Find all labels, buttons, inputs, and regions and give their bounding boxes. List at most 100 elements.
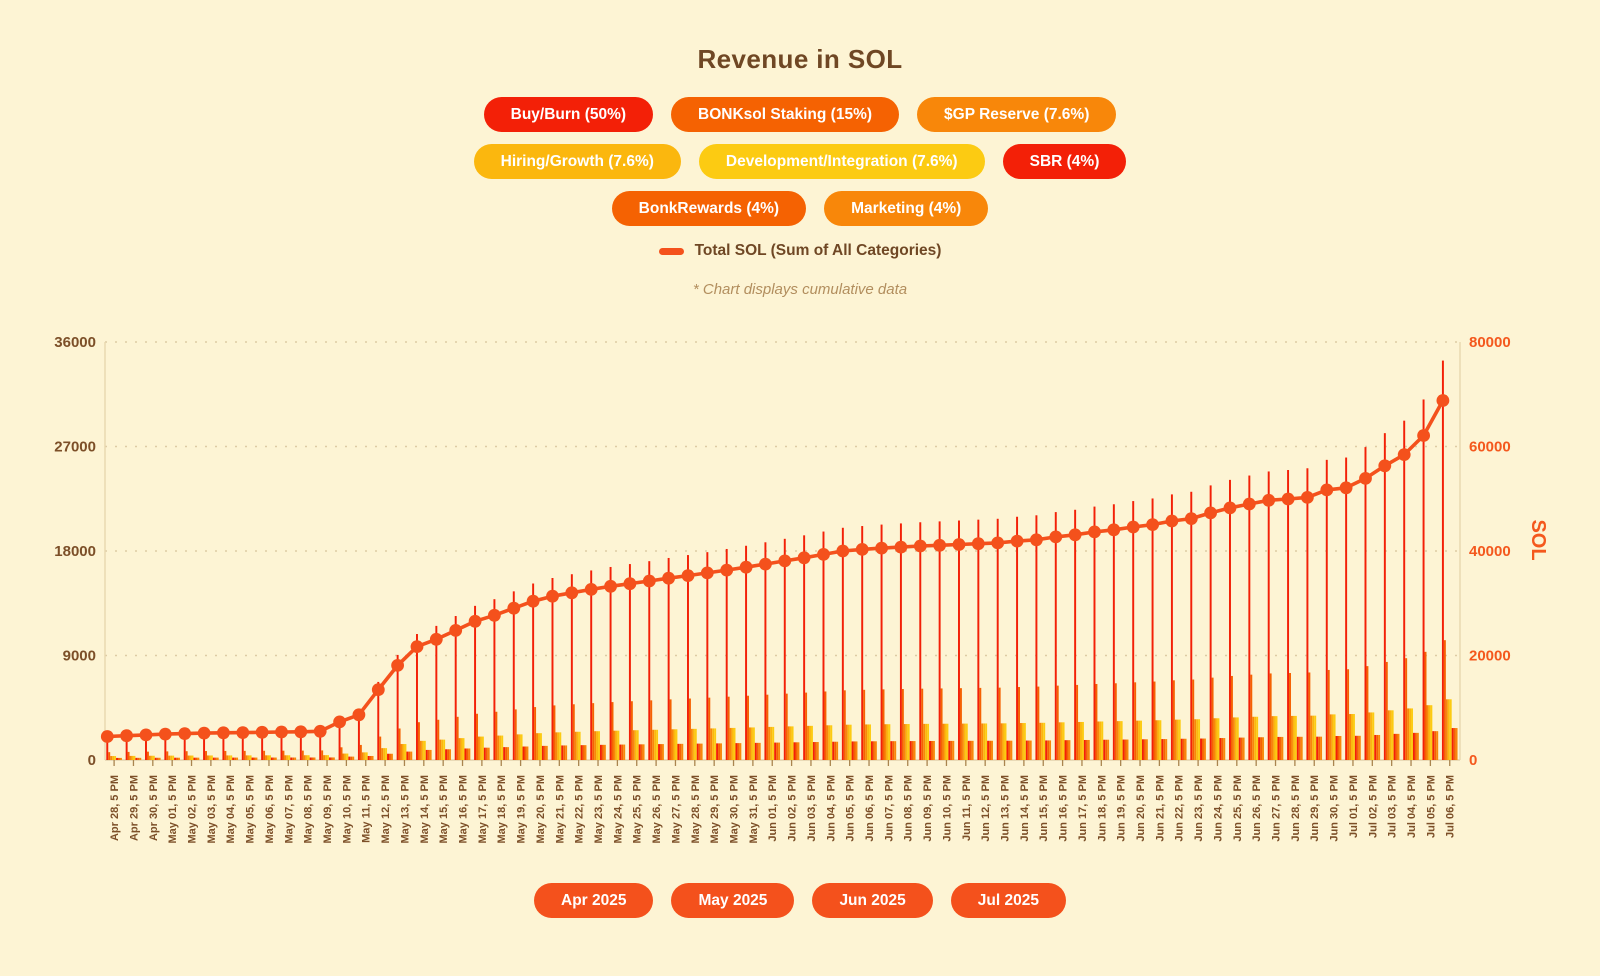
- total-sol-point: [1436, 394, 1450, 407]
- bar-hiring-growth-7-6: [421, 740, 424, 760]
- bar-development-integration-7-6: [927, 723, 930, 760]
- bar-hiring-growth-7-6: [847, 724, 850, 760]
- bar-development-integration-7-6: [694, 728, 697, 760]
- bar-buy-burn-50: [280, 728, 283, 760]
- total-sol-point: [991, 536, 1005, 550]
- month-button-may-2025[interactable]: May 2025: [671, 883, 795, 918]
- bar-marketing-4: [1010, 740, 1013, 760]
- bar-bonksol-staking-15: [1347, 669, 1350, 760]
- bar-hiring-growth-7-6: [673, 729, 676, 760]
- bar-bonkrewards-4: [1240, 737, 1243, 760]
- legend-pill-bonksol-staking-15[interactable]: BONKsol Staking (15%): [671, 97, 900, 132]
- x-tick-label: May 26, 5 PM: [651, 775, 663, 843]
- total-sol-point: [158, 727, 172, 741]
- bar-marketing-4: [739, 743, 742, 760]
- bar-bonkrewards-4: [253, 757, 256, 760]
- bar-bonksol-staking-15: [650, 700, 653, 760]
- x-tick-label: Jun 23, 5 PM: [1193, 775, 1205, 842]
- bar-sbr-4: [464, 748, 467, 760]
- bar-hiring-growth-7-6: [731, 727, 734, 760]
- x-tick-label: Jun 04, 5 PM: [825, 775, 837, 842]
- bar-development-integration-7-6: [443, 739, 446, 760]
- total-sol-point: [275, 725, 288, 739]
- right-axis-title: SOL: [1527, 519, 1549, 560]
- total-sol-point: [1107, 523, 1121, 537]
- bar-development-integration-7-6: [869, 724, 871, 760]
- bar-gp-reserve-7-6: [206, 755, 209, 760]
- legend-pill-marketing-4[interactable]: Marketing (4%): [824, 191, 989, 226]
- bar-buy-burn-50: [996, 518, 999, 760]
- bar-marketing-4: [139, 757, 142, 760]
- legend-pill-bonkrewards-4[interactable]: BonkRewards (4%): [611, 191, 807, 226]
- bar-bonksol-staking-15: [1327, 669, 1330, 760]
- total-sol-line: [105, 398, 1445, 739]
- bar-buy-burn-50: [319, 728, 322, 760]
- bar-marketing-4: [584, 745, 587, 760]
- bar-buy-burn-50: [706, 552, 709, 760]
- bar-marketing-4: [429, 749, 432, 760]
- bar-hiring-growth-7-6: [1389, 710, 1392, 760]
- x-tick-label: Jun 18, 5 PM: [1096, 775, 1108, 842]
- bar-gp-reserve-7-6: [845, 724, 848, 760]
- bar-hiring-growth-7-6: [1428, 705, 1431, 760]
- x-tick-label: May 08, 5 PM: [303, 775, 315, 843]
- bar-bonkrewards-4: [195, 757, 198, 760]
- bar-bonksol-staking-15: [437, 719, 440, 760]
- bar-marketing-4: [216, 757, 219, 760]
- bar-sbr-4: [1432, 731, 1435, 760]
- bar-development-integration-7-6: [598, 731, 600, 760]
- bar-sbr-4: [754, 742, 757, 760]
- month-button-jun-2025[interactable]: Jun 2025: [812, 883, 933, 918]
- legend-pill-development-integration-7-6[interactable]: Development/Integration (7.6%): [698, 144, 985, 179]
- x-tick-label: May 02, 5 PM: [187, 775, 199, 843]
- legend-pill-hiring-growth-7-6[interactable]: Hiring/Growth (7.6%): [473, 144, 681, 179]
- bar-marketing-4: [352, 756, 355, 760]
- bar-buy-burn-50: [667, 557, 670, 760]
- bar-marketing-4: [507, 747, 510, 760]
- bar-buy-burn-50: [628, 564, 631, 760]
- bar-buy-burn-50: [396, 654, 399, 760]
- total-sol-point: [662, 571, 675, 585]
- bar-hiring-growth-7-6: [1409, 708, 1412, 760]
- bar-gp-reserve-7-6: [748, 727, 751, 760]
- bar-bonkrewards-4: [950, 740, 953, 760]
- bar-buy-burn-50: [183, 730, 186, 760]
- total-sol-point: [739, 560, 753, 574]
- bar-buy-burn-50: [822, 531, 825, 760]
- bar-gp-reserve-7-6: [1136, 720, 1139, 760]
- bar-marketing-4: [836, 741, 839, 760]
- right-axis-tick-label: 0: [1469, 752, 1477, 769]
- bar-sbr-4: [1277, 736, 1280, 760]
- bar-sbr-4: [870, 741, 873, 760]
- x-tick-label: May 23, 5 PM: [593, 775, 605, 843]
- bar-bonksol-staking-15: [785, 693, 788, 760]
- legend-pill-sbr-4[interactable]: SBR (4%): [1002, 144, 1127, 179]
- x-tick-label: Jul 05, 5 PM: [1425, 775, 1437, 838]
- bar-hiring-growth-7-6: [1234, 717, 1237, 760]
- bar-gp-reserve-7-6: [323, 755, 326, 760]
- legend-pill-gp-reserve-7-6[interactable]: $GP Reserve (7.6%): [917, 97, 1117, 132]
- month-button-apr-2025[interactable]: Apr 2025: [534, 883, 654, 918]
- month-button-jul-2025[interactable]: Jul 2025: [950, 883, 1066, 918]
- bar-gp-reserve-7-6: [865, 724, 868, 760]
- x-tick-label: May 13, 5 PM: [399, 775, 411, 843]
- bar-gp-reserve-7-6: [1426, 705, 1429, 760]
- bar-sbr-4: [1103, 739, 1106, 760]
- legend-pill-buy-burn-50[interactable]: Buy/Burn (50%): [483, 97, 654, 132]
- bar-sbr-4: [929, 740, 931, 760]
- bar-development-integration-7-6: [423, 740, 426, 760]
- bar-bonkrewards-4: [931, 740, 933, 760]
- bar-development-integration-7-6: [462, 738, 465, 760]
- total-sol-point: [952, 538, 966, 551]
- total-sol-point: [894, 540, 908, 554]
- bar-buy-burn-50: [1074, 509, 1077, 760]
- bar-bonksol-staking-15: [979, 687, 982, 760]
- bar-hiring-growth-7-6: [809, 725, 811, 760]
- bar-bonkrewards-4: [292, 757, 295, 760]
- bar-bonkrewards-4: [330, 757, 333, 760]
- bar-buy-burn-50: [338, 717, 341, 760]
- bar-development-integration-7-6: [810, 725, 813, 760]
- bar-marketing-4: [1416, 732, 1419, 760]
- left-axis-tick-label: 0: [88, 752, 96, 769]
- bar-bonkrewards-4: [737, 743, 740, 760]
